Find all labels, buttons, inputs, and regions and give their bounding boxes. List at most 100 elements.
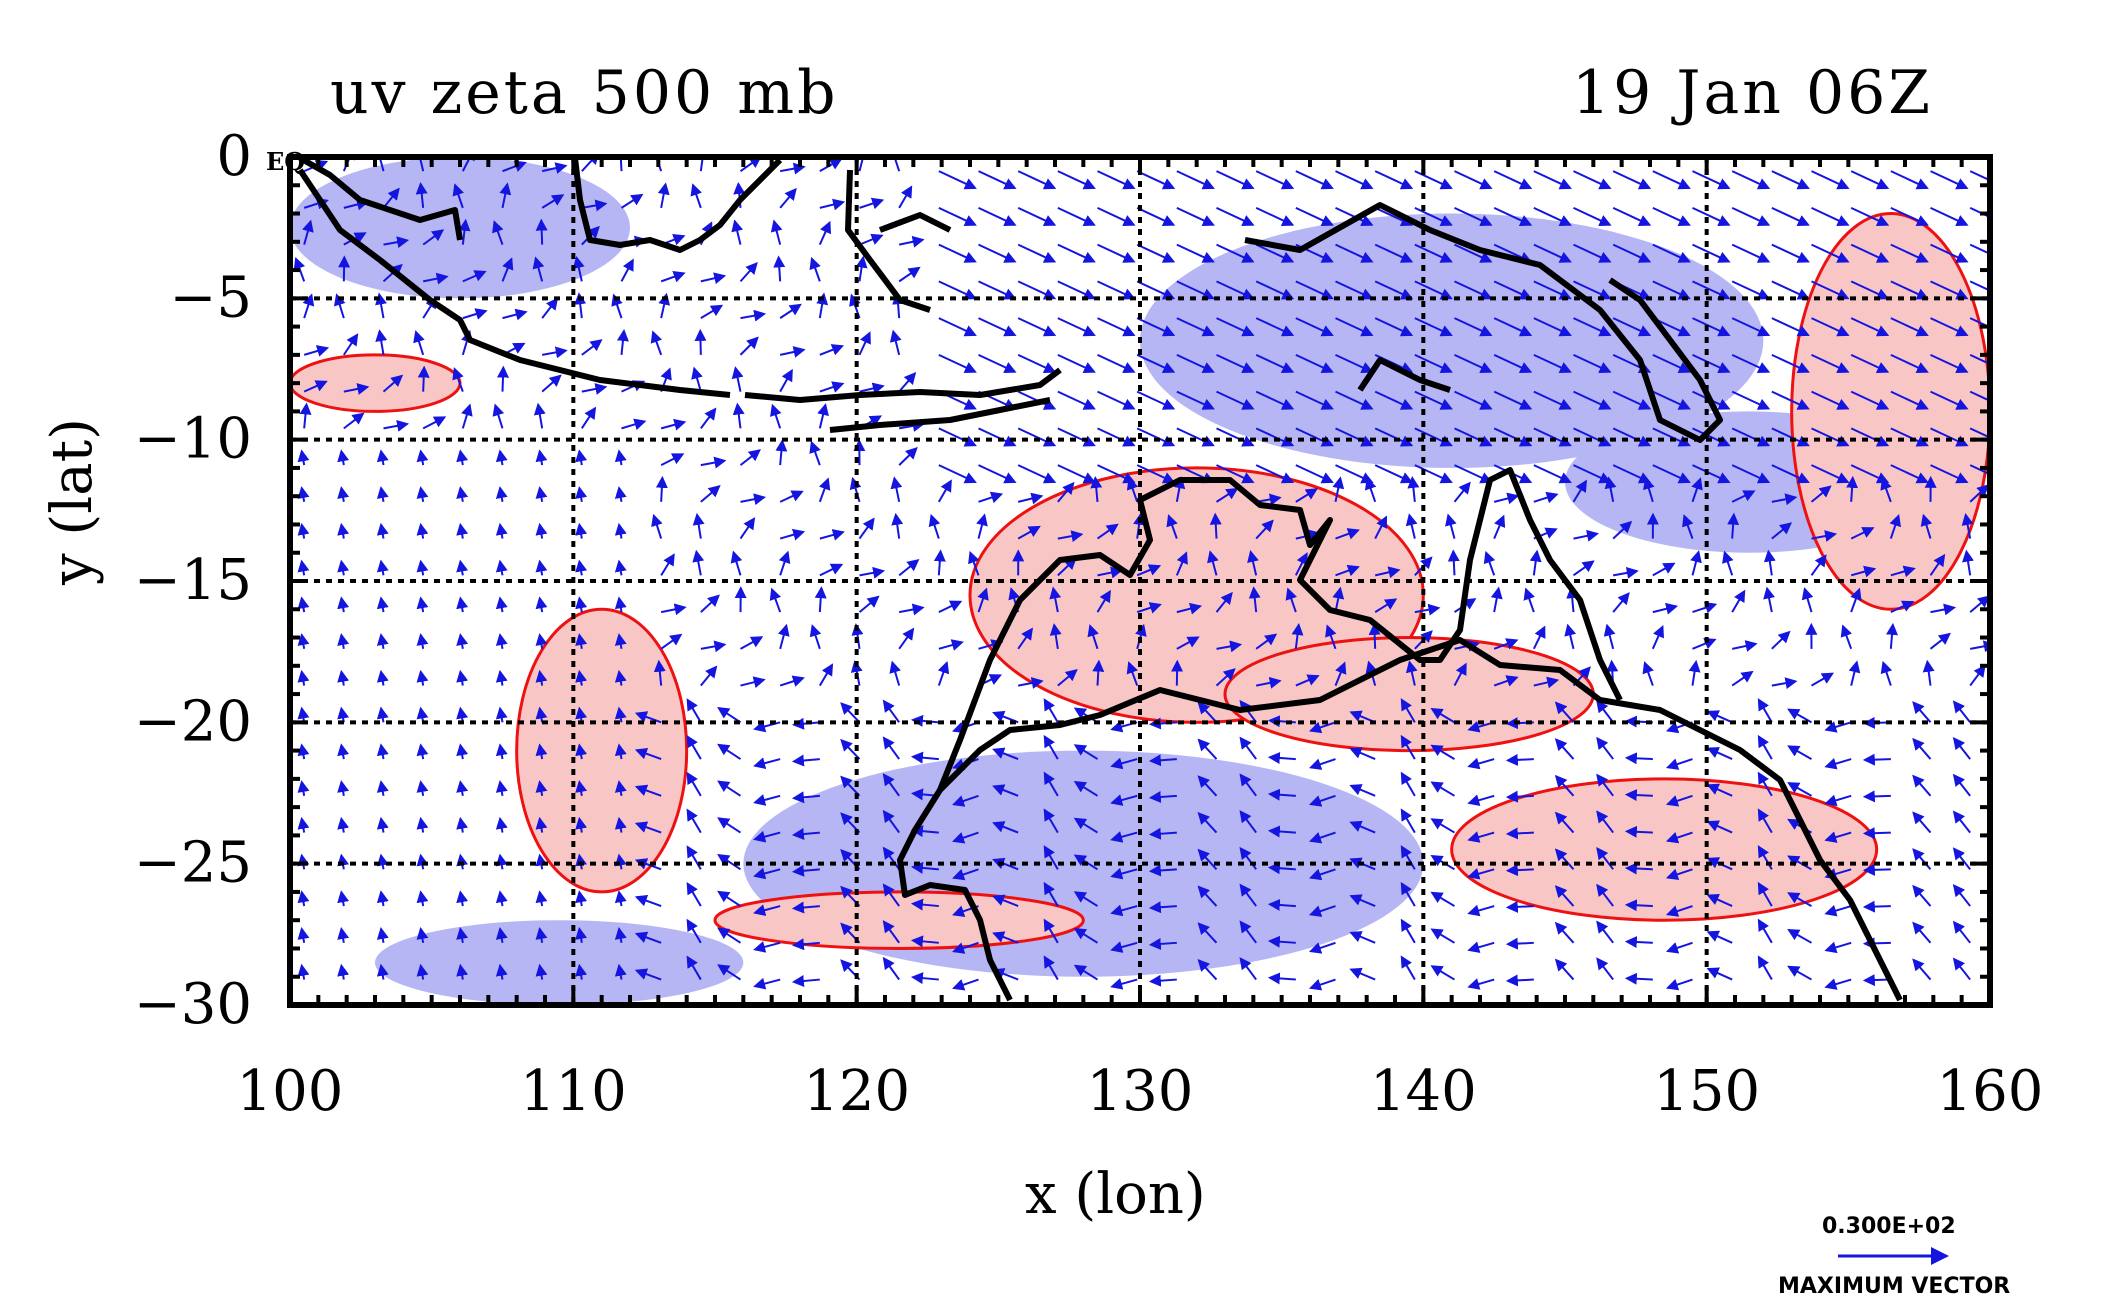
wind-vector xyxy=(416,927,429,943)
wind-vector xyxy=(1087,624,1099,650)
wind-vector xyxy=(383,236,410,249)
wind-vector xyxy=(889,660,901,686)
wind-vector xyxy=(417,365,430,392)
wind-vector xyxy=(541,162,568,174)
wind-vector xyxy=(575,522,588,539)
wind-vector xyxy=(337,559,350,576)
wind-vector xyxy=(779,346,806,358)
wind-vector xyxy=(952,831,979,844)
wind-vector xyxy=(1930,317,1969,337)
wind-vector xyxy=(1533,676,1560,689)
wind-vector xyxy=(952,794,979,807)
wind-vector xyxy=(416,816,429,833)
wind-vector xyxy=(1757,955,1773,981)
wind-vector xyxy=(1335,427,1374,447)
wind-vector xyxy=(535,853,548,870)
wind-vector xyxy=(1216,390,1255,410)
wind-vector xyxy=(700,407,717,429)
wind-vector xyxy=(575,706,588,723)
wind-vector xyxy=(978,317,1017,337)
wind-vector xyxy=(1890,565,1916,578)
wind-vector xyxy=(791,938,820,951)
wind-vector xyxy=(1493,390,1533,410)
wind-vector xyxy=(1596,920,1614,944)
wind-vector xyxy=(1771,427,1810,447)
wind-vector xyxy=(376,743,389,760)
wind-vector xyxy=(938,317,977,337)
vector-key-value: 0.300E+02 xyxy=(1822,1214,1956,1239)
wind-vector xyxy=(1652,243,1691,263)
wind-vector xyxy=(1596,883,1614,907)
x-tick-label: 160 xyxy=(1937,1059,2044,1124)
wind-vector xyxy=(779,368,793,393)
wind-vector xyxy=(1652,562,1676,577)
wind-vector xyxy=(1763,549,1776,576)
wind-vector xyxy=(1771,677,1798,690)
wind-vector xyxy=(1043,808,1059,834)
wind-vector xyxy=(1430,928,1456,944)
wind-vector xyxy=(1295,427,1334,447)
wind-vector xyxy=(1295,317,1334,337)
wind-vector xyxy=(1554,774,1575,797)
wind-vector xyxy=(1554,958,1575,981)
wind-vector xyxy=(1922,659,1935,686)
wind-vector xyxy=(1692,243,1731,263)
wind-vector xyxy=(753,830,781,843)
wind-vector xyxy=(535,218,548,245)
wind-vector xyxy=(422,229,445,246)
wind-vector xyxy=(1912,701,1932,723)
wind-vector xyxy=(1706,930,1733,944)
wind-vector xyxy=(992,857,1019,871)
wind-vector xyxy=(1824,757,1852,770)
wind-vector xyxy=(938,170,977,190)
wind-vector xyxy=(1166,514,1178,539)
wind-vector xyxy=(1596,847,1614,870)
wind-vector xyxy=(1255,353,1295,373)
wind-vector xyxy=(337,816,350,833)
wind-vector xyxy=(1110,757,1138,770)
wind-vector xyxy=(1057,481,1075,503)
wind-vector xyxy=(1824,941,1852,954)
wind-vector xyxy=(1596,773,1614,797)
wind-vector xyxy=(1572,560,1595,577)
wind-vector xyxy=(456,633,469,650)
wind-vector xyxy=(1787,745,1812,760)
wind-vector xyxy=(1652,427,1691,447)
wind-vector xyxy=(938,353,977,373)
wind-vector xyxy=(1930,427,1969,447)
wind-vector xyxy=(1862,827,1891,840)
wind-vector xyxy=(717,743,742,760)
wind-vector xyxy=(1493,675,1519,687)
wind-vector xyxy=(1811,206,1850,226)
x-tick-label: 130 xyxy=(1087,1059,1194,1124)
wind-vector xyxy=(1612,566,1639,579)
wind-vector xyxy=(730,550,743,576)
wind-vector xyxy=(1414,603,1441,616)
wind-vector xyxy=(1335,206,1374,226)
wind-vector xyxy=(809,440,821,466)
plot-title-left: uv zeta 500 mb xyxy=(330,58,839,128)
wind-vector xyxy=(1787,708,1812,724)
wind-vector xyxy=(898,266,921,283)
wind-vector xyxy=(1533,491,1559,504)
wind-vector xyxy=(1886,622,1898,649)
wind-vector xyxy=(686,734,702,760)
wind-vector xyxy=(1176,206,1215,226)
wind-vector xyxy=(1706,820,1733,834)
wind-vector xyxy=(1692,601,1718,614)
wind-vector xyxy=(1771,464,1810,484)
wind-vector xyxy=(575,559,588,576)
wind-vector xyxy=(1952,884,1971,907)
wind-vector xyxy=(456,596,469,613)
wind-vector xyxy=(1430,744,1456,760)
wind-vector xyxy=(890,476,903,503)
wind-vector xyxy=(992,784,1019,797)
wind-vector xyxy=(1148,864,1177,877)
wind-vector xyxy=(1846,475,1859,502)
wind-vector xyxy=(1612,427,1652,447)
wind-vector xyxy=(575,780,588,797)
wind-vector xyxy=(1573,427,1612,447)
wind-vector xyxy=(337,706,350,723)
wind-vector xyxy=(1467,904,1495,917)
wind-vector xyxy=(1017,464,1057,484)
